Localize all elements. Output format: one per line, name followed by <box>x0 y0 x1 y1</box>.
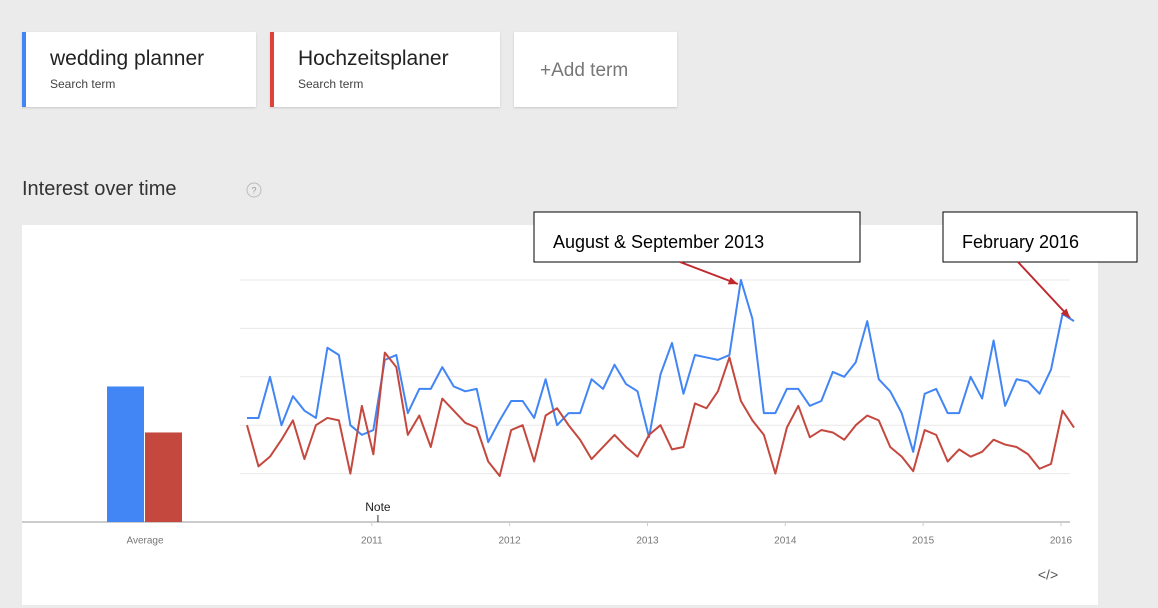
term-subtitle: Search term <box>50 77 116 91</box>
add-term: +Add term <box>540 60 629 81</box>
annotation-arrow <box>1017 261 1071 319</box>
term-name: wedding planner <box>50 47 205 70</box>
x-tick-label: 2013 <box>636 536 659 547</box>
annotation-box <box>942 211 1138 263</box>
embed-icon[interactable]: </> <box>1038 567 1058 583</box>
add-term-card[interactable]: +Add term <box>514 32 677 107</box>
series-line <box>247 279 1075 453</box>
annotation-text: August & September 2013 <box>553 232 764 252</box>
average-label: Average <box>126 536 164 547</box>
help-text: ? <box>251 185 256 195</box>
annotation-box <box>533 211 861 263</box>
annotation-arrow <box>679 261 739 285</box>
arrow-head <box>1060 308 1070 318</box>
term-name: Hochzeitsplaner <box>298 47 449 70</box>
average-bar <box>145 432 182 522</box>
series-line <box>246 351 1075 478</box>
x-tick-label: 2016 <box>1050 536 1073 547</box>
chart-panel <box>22 225 1098 605</box>
x-tick-label: 2015 <box>912 536 935 547</box>
annotation-text: February 2016 <box>962 232 1079 252</box>
section-title: Interest over time <box>22 178 177 200</box>
x-tick-label: 2012 <box>499 536 522 547</box>
term-card[interactable]: Hochzeitsplaner Search term <box>270 32 500 107</box>
term-subtitle: Search term <box>298 77 364 91</box>
help-icon[interactable] <box>246 182 262 198</box>
average-bar <box>107 386 144 522</box>
term-card[interactable]: wedding planner Search term <box>22 32 256 107</box>
x-tick-label: 2011 <box>361 536 383 547</box>
arrow-head <box>727 277 738 285</box>
x-tick-label: 2014 <box>774 536 797 547</box>
note-label: Note <box>365 500 391 514</box>
